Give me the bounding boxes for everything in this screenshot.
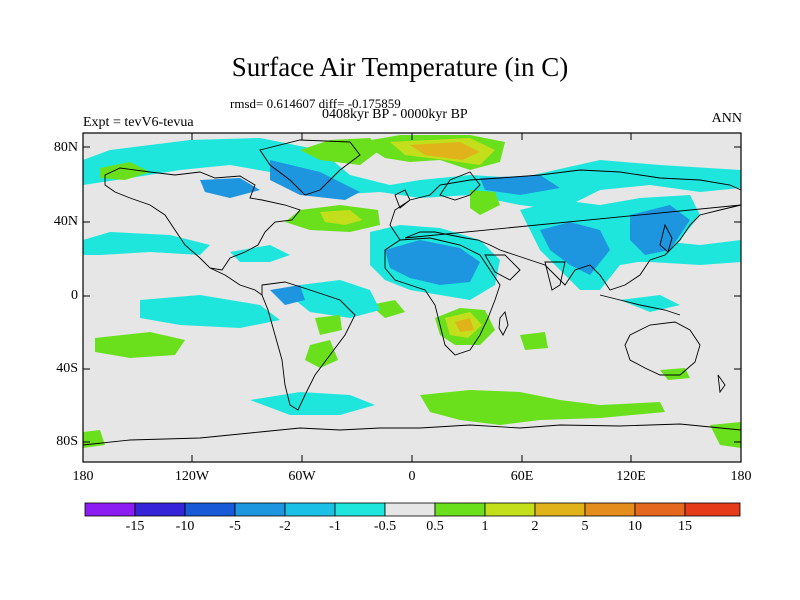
lat-label-0: 0 [71, 288, 78, 303]
anomaly-indian-warm [520, 332, 548, 350]
colorbar-label-7: 0.5 [426, 519, 444, 534]
anomaly-chile-warm [315, 315, 342, 335]
colorbar-label-2: -10 [175, 519, 195, 534]
anomaly-arctic-orange [410, 142, 480, 160]
coast-antarctica [82, 423, 742, 446]
coast-new-zealand [717, 374, 726, 394]
coast-australia [624, 321, 701, 376]
colorbar-label-11: 10 [628, 519, 642, 534]
coast-north-america [104, 167, 301, 271]
lon-label-60w: 60W [288, 469, 316, 484]
colorbar-box-6 [334, 502, 386, 517]
lon-label-180w: 180 [72, 469, 94, 484]
anomaly-southern-warm [420, 390, 665, 425]
coast-greenland [259, 139, 361, 196]
anomaly-atlantic-yellow [320, 210, 362, 225]
colorbar-box-5 [284, 502, 336, 517]
anomaly-spacific-warm [95, 332, 185, 358]
anomaly-baffin-deep [200, 178, 260, 198]
anomaly-alaska-warm [100, 162, 150, 180]
coast-madagascar [498, 311, 509, 336]
anomaly-samerica-deep [270, 285, 305, 305]
colorbar-box-8 [434, 502, 486, 517]
coast-central-america [209, 267, 263, 296]
colorbar-box-9 [484, 502, 536, 517]
coast-indonesia [599, 294, 681, 316]
coast-africa [384, 237, 501, 356]
coastlines [82, 139, 742, 446]
colorbar-box-13 [684, 502, 741, 517]
anomaly-arctic-deep [270, 160, 360, 200]
colorbar-label-12: 15 [678, 519, 692, 534]
colorbar-box-7 [384, 502, 436, 517]
lon-label-120w: 120W [174, 469, 210, 484]
lat-label-80s: 80S [56, 434, 78, 449]
colorbar-box-11 [584, 502, 636, 517]
experiment-label: Expt = tevV6-tevua [83, 115, 194, 130]
colorbar-box-10 [534, 502, 586, 517]
anomaly-sahara-deep [385, 240, 480, 285]
lon-label-60e: 60E [510, 469, 534, 484]
colorbar-label-4: -2 [279, 519, 291, 534]
anomaly-hawaii-cool [230, 245, 290, 262]
period-text: 0408kyr BP - 0000kyr BP [322, 107, 468, 122]
anomaly-safrica-orange [455, 318, 474, 332]
lat-label-80n: 80N [53, 140, 78, 155]
colorbar-label-6: -0.5 [373, 519, 397, 534]
lon-label-180e: 180 [730, 469, 752, 484]
anomaly-barents-warm [470, 190, 500, 215]
anomaly-greenland-warm [300, 138, 380, 165]
anomaly-eastasia-deep [630, 205, 690, 255]
tick-marks [83, 133, 741, 462]
coast-eurasia [389, 169, 742, 291]
anomaly-antarctic-warm [710, 422, 741, 448]
coast-arabia-india [484, 254, 566, 291]
lat-label-40n: 40N [53, 214, 78, 229]
anomaly-arctic-cool [83, 138, 741, 210]
colorbar-label-9: 2 [531, 519, 539, 534]
colorbar-box-3 [184, 502, 236, 517]
colorbar-box-2 [134, 502, 186, 517]
anomaly-brazil-warm [305, 340, 338, 368]
coast-britain [394, 189, 411, 209]
page-title: Surface Air Temperature (in C) [231, 52, 569, 82]
colorbar-box-4 [234, 502, 286, 517]
coast-scandinavia [439, 171, 481, 201]
anomaly-fills [83, 135, 741, 448]
lat-label-40s: 40S [56, 361, 78, 376]
colorbar-label-5: -1 [329, 519, 341, 534]
lon-label-0: 0 [408, 469, 416, 484]
anomaly-atlantic-eq-warm [370, 300, 405, 318]
stats-text: rmsd= 0.614607 diff= -0.175859 [230, 96, 401, 111]
colorbar-label-10: 5 [581, 519, 589, 534]
colorbar-box-1 [84, 502, 136, 517]
anomaly-australia-warm [660, 368, 690, 380]
coast-south-america [261, 281, 356, 411]
colorbar-box-12 [634, 502, 686, 517]
colorbar [84, 502, 741, 517]
anomaly-tibet-deep [540, 222, 610, 275]
anomaly-spacific-cool [140, 295, 280, 328]
anomaly-southern-cool [250, 392, 375, 415]
colorbar-label-8: 1 [481, 519, 489, 534]
colorbar-label-3: -5 [229, 519, 241, 534]
anomaly-npacific-cool [83, 232, 210, 255]
colorbar-label-1: -15 [125, 519, 145, 534]
coast-japan [659, 223, 673, 253]
season-label: ANN [711, 111, 742, 126]
anomaly-indonesia-cool [620, 295, 680, 312]
lon-label-120e: 120E [616, 469, 646, 484]
anomaly-siberia-deep [480, 175, 560, 195]
